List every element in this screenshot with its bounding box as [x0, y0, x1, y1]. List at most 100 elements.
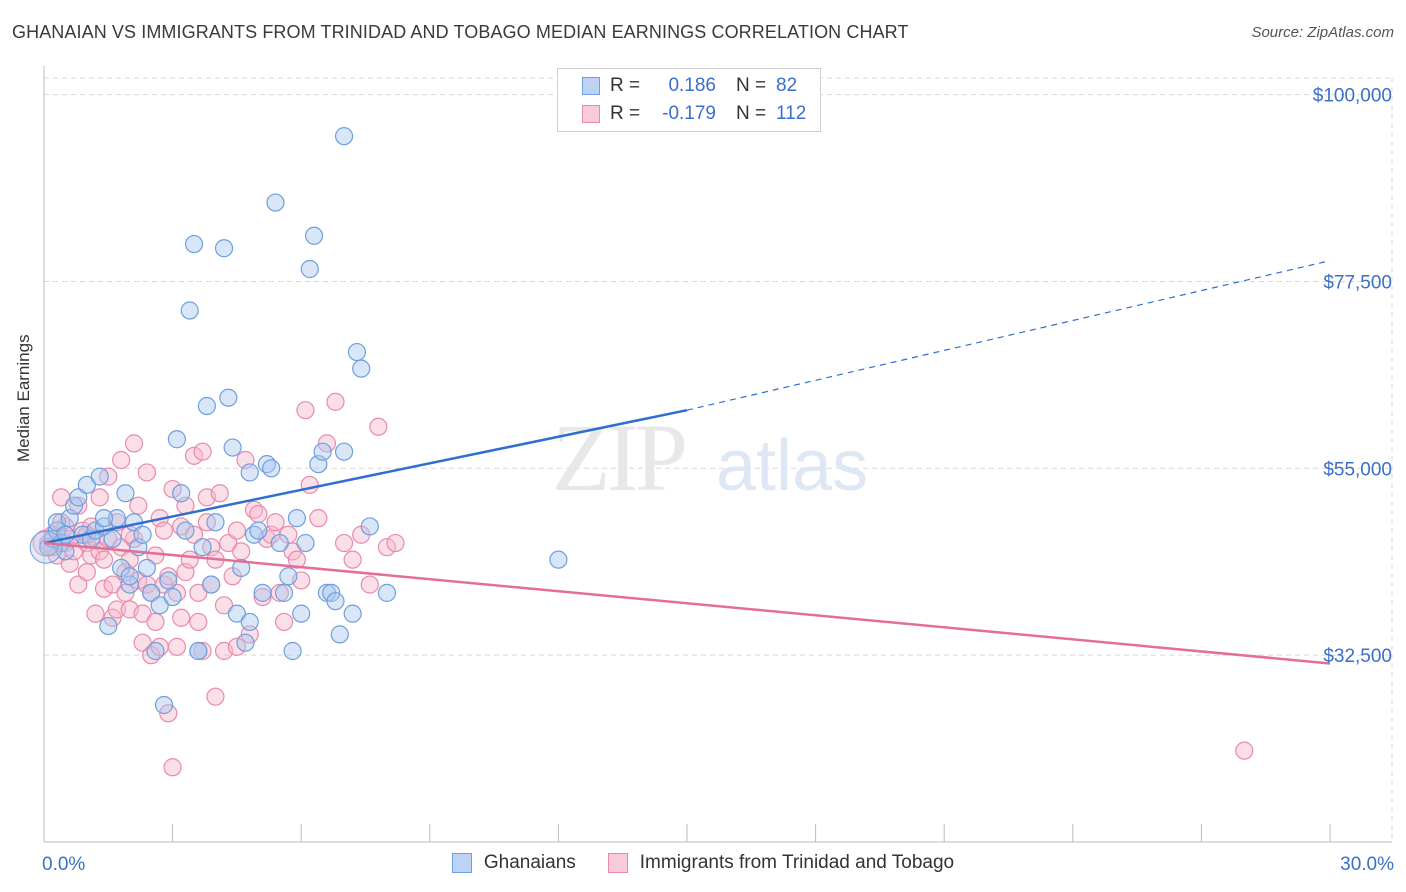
ghanaian-point: [240, 612, 259, 632]
trend-lines: [43, 260, 1331, 665]
chart-title: GHANAIAN VS IMMIGRANTS FROM TRINIDAD AND…: [12, 22, 909, 42]
ghanaian-point: [163, 587, 182, 607]
trinidad-point: [184, 446, 204, 465]
trinidad-point: [287, 550, 307, 569]
trinidad-point: [377, 538, 397, 557]
trinidad-point: [124, 434, 144, 453]
trinidad-point: [180, 550, 199, 569]
ghanaian-point: [180, 301, 199, 320]
trinidad-point: [133, 604, 152, 623]
tick-labels: $32,500 $55,000 $77,500 $100,000 0.0% 30.0%: [42, 86, 1394, 875]
ghanaian-trend-line: [43, 408, 688, 545]
ghanaian-point: [214, 239, 234, 258]
ghanaian-point: [184, 234, 204, 254]
trinidad-point: [69, 575, 88, 594]
ghanaian-point: [133, 525, 152, 544]
trinidad-point: [296, 401, 315, 420]
trinidad-point: [193, 641, 212, 661]
ghanaian-point: [266, 193, 285, 212]
ghanaian-point: [334, 442, 354, 461]
ghanaian-trend-extension: [686, 260, 1331, 411]
trinidad-point: [227, 637, 246, 656]
ghanaian-point: [227, 604, 246, 623]
legend-r-label: R =: [610, 103, 641, 124]
trinidad-point: [184, 525, 204, 544]
trinidad-point: [232, 542, 251, 561]
trinidad-point: [103, 608, 122, 627]
legend-row-ghanaians: R = 0.186 N = 82: [582, 75, 797, 97]
watermark-atlas: atlas: [716, 426, 868, 506]
trinidad-point: [94, 579, 114, 598]
ghanaian-point: [206, 513, 225, 532]
trinidad-point: [94, 550, 114, 569]
trinidad-point: [249, 504, 268, 524]
trinidad-point: [172, 608, 191, 627]
trinidad-point: [369, 417, 388, 436]
ghanaian-point: [296, 533, 315, 553]
gridlines: [44, 77, 1393, 842]
series-legend: Ghanaians Immigrants from Trinidad and T…: [0, 852, 1406, 874]
ghanaian-point: [202, 575, 221, 594]
trinidad-point: [154, 521, 174, 540]
trinidad-point: [219, 533, 238, 553]
trinidad-point: [167, 637, 186, 656]
ghanaian-point: [300, 259, 319, 279]
ghanaian-point: [304, 226, 324, 245]
ghanaian-point: [232, 558, 251, 578]
legend-n-label: N =: [736, 103, 767, 124]
legend-label-trinidad: Immigrants from Trinidad and Tobago: [639, 852, 955, 873]
watermark: ZIP atlas: [552, 404, 868, 511]
ghanaian-point: [377, 583, 397, 602]
trinidad-point: [1235, 741, 1254, 760]
legend-label-ghanaians: Ghanaians: [483, 852, 576, 873]
ghanaian-point: [360, 517, 379, 536]
ghanaian-point: [249, 521, 268, 540]
legend-item-trinidad[interactable]: Immigrants from Trinidad and Tobago: [607, 852, 955, 874]
trinidad-trend-line: [43, 541, 1331, 665]
ghanaian-point: [64, 496, 84, 515]
ghanaian-point: [103, 529, 122, 548]
trinidad-point: [189, 583, 208, 602]
ghanaian-point: [292, 604, 311, 623]
legend-r-value: -0.179: [662, 103, 716, 124]
ghanaian-point: [352, 359, 371, 378]
ghanaian-point: [326, 592, 345, 611]
trinidad-point: [386, 533, 405, 553]
trinidad-point: [129, 496, 148, 515]
trinidad-point: [112, 450, 131, 470]
y-tick-label: $32,500: [1323, 646, 1392, 667]
trinidad-point: [266, 513, 285, 532]
trinidad-point: [146, 612, 165, 632]
trinidad-point: [159, 704, 178, 723]
ghanaian-point: [193, 538, 212, 557]
legend-r-value: 0.186: [668, 75, 716, 96]
ghanaian-point: [197, 396, 216, 416]
legend-item-ghanaians[interactable]: Ghanaians: [451, 852, 576, 874]
ghanaian-point: [150, 596, 169, 615]
trinidad-point: [326, 392, 345, 411]
trinidad-point: [253, 587, 272, 607]
legend-r-label: R =: [610, 75, 641, 96]
ghanaian-point: [313, 442, 332, 461]
ghanaian-point: [172, 484, 191, 503]
legend-n-value: 112: [776, 103, 807, 124]
y-tick-label: $55,000: [1323, 459, 1392, 480]
ghanaian-point: [146, 641, 165, 661]
ghanaian-point: [322, 583, 341, 602]
ghanaian-point: [137, 558, 156, 578]
ghanaian-point: [120, 567, 139, 586]
x-tick-label-min: 0.0%: [42, 854, 85, 875]
trinidad-point: [77, 563, 96, 582]
ghanaian-point: [99, 616, 118, 636]
trinidad-point: [193, 442, 212, 461]
ghanaian-point: [154, 695, 174, 715]
ghanaian-point: [283, 641, 302, 661]
trinidad-point: [86, 604, 105, 623]
ghanaian-point: [549, 550, 568, 569]
ghanaian-point: [334, 127, 354, 146]
trinidad-point: [206, 687, 225, 706]
legend-swatch-blue: [451, 853, 472, 873]
ghanaian-point: [347, 342, 367, 362]
ghanaian-point: [159, 571, 178, 590]
